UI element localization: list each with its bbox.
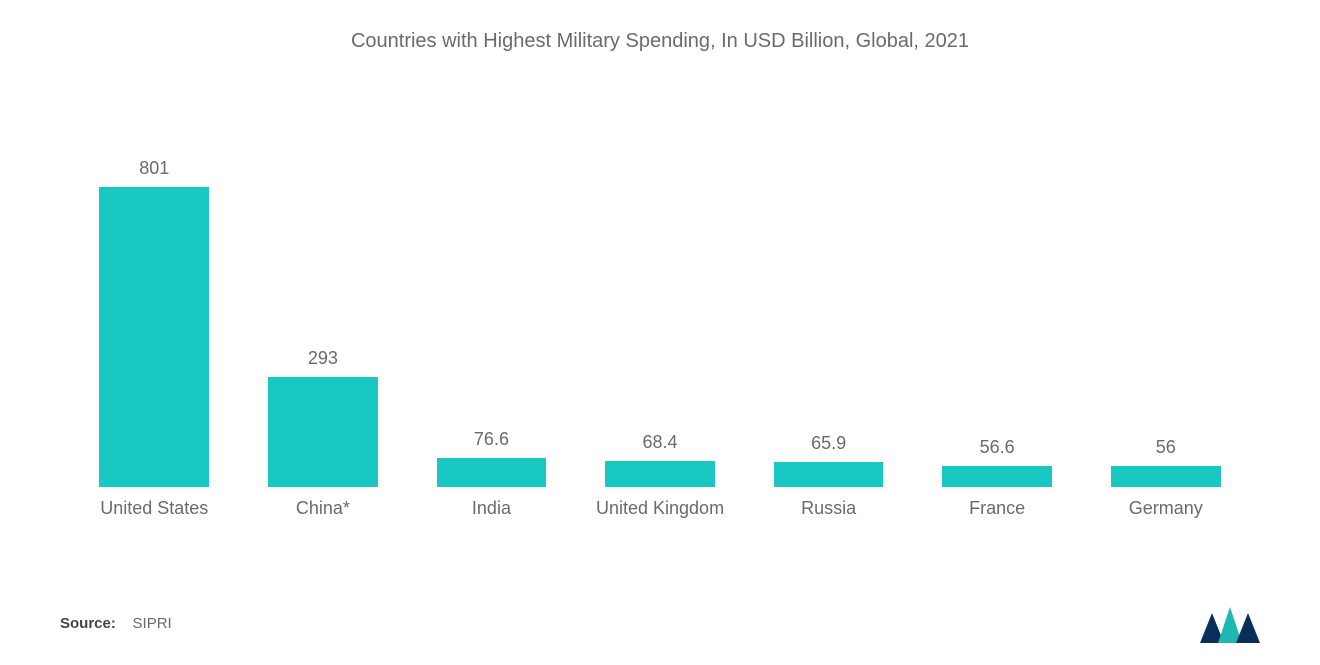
bar-column: 56.6 France — [919, 437, 1076, 543]
bar-rect — [1111, 466, 1221, 487]
bar-category-label: India — [472, 497, 511, 543]
bar-category-label: United States — [100, 497, 208, 543]
bar-value-label: 68.4 — [643, 432, 678, 453]
bar-rect — [268, 377, 378, 487]
chart-footer: Source: SIPRI — [60, 603, 1260, 643]
bar-category-label: United Kingdom — [596, 497, 724, 543]
bar-category-label: France — [969, 497, 1025, 543]
bar-column: 293 China* — [245, 348, 402, 543]
bar-value-label: 76.6 — [474, 429, 509, 450]
source-line: Source: SIPRI — [60, 615, 172, 632]
bar-column: 65.9 Russia — [750, 433, 907, 543]
bar-column: 68.4 United Kingdom — [582, 432, 739, 543]
bar-value-label: 56 — [1156, 437, 1176, 458]
bar-rect — [437, 458, 547, 487]
chart-title: Countries with Highest Military Spending… — [60, 30, 1260, 53]
source-prefix: Source: — [60, 615, 116, 632]
chart-container: Countries with Highest Military Spending… — [0, 0, 1320, 665]
bar-column: 801 United States — [76, 158, 233, 543]
bar-category-label: China* — [296, 497, 350, 543]
mordor-logo-icon — [1200, 603, 1260, 643]
bar-rect — [774, 462, 884, 487]
logo-bar-3 — [1236, 613, 1260, 643]
bar-column: 56 Germany — [1087, 437, 1244, 543]
bar-category-label: Germany — [1129, 497, 1203, 543]
bar-value-label: 56.6 — [980, 437, 1015, 458]
bar-value-label: 293 — [308, 348, 338, 369]
bar-category-label: Russia — [801, 497, 856, 543]
bar-rect — [99, 187, 209, 487]
source-text: SIPRI — [133, 615, 172, 632]
bar-value-label: 65.9 — [811, 433, 846, 454]
bar-rect — [942, 466, 1052, 487]
bar-column: 76.6 India — [413, 429, 570, 543]
bar-chart-plot: 801 United States 293 China* 76.6 India 68.4 Un… — [60, 93, 1260, 543]
bar-value-label: 801 — [139, 158, 169, 179]
bar-rect — [605, 461, 715, 487]
